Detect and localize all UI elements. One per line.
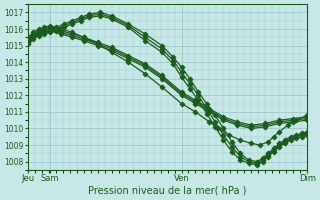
X-axis label: Pression niveau de la mer( hPa ): Pression niveau de la mer( hPa ) — [88, 186, 247, 196]
